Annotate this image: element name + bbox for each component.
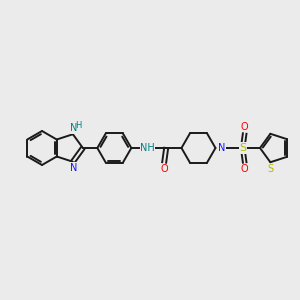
Text: S: S (267, 164, 273, 174)
Text: N: N (70, 163, 78, 173)
Text: O: O (160, 164, 168, 174)
Text: NH: NH (140, 143, 155, 153)
Text: O: O (241, 122, 248, 131)
Text: H: H (75, 121, 81, 130)
Text: O: O (241, 164, 248, 174)
Text: S: S (239, 143, 246, 153)
Text: N: N (218, 143, 225, 153)
Text: N: N (70, 123, 78, 133)
